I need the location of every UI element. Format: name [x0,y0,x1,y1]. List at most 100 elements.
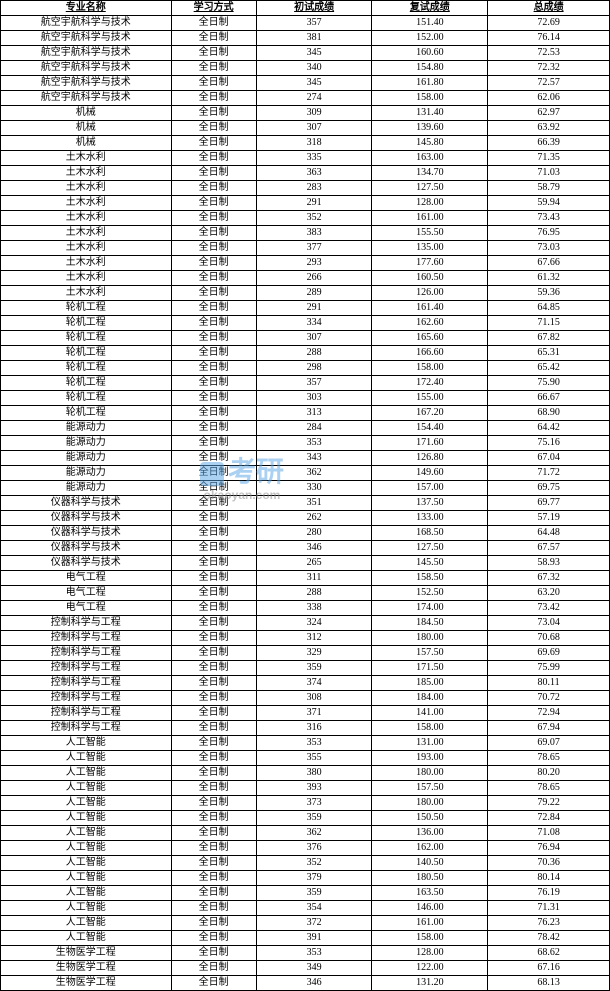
table-row: 航空宇航科学与技术全日制345161.8072.57 [1,76,610,91]
table-cell: 全日制 [171,586,256,601]
table-cell: 全日制 [171,916,256,931]
table-cell: 全日制 [171,196,256,211]
table-row: 能源动力全日制362149.6071.72 [1,466,610,481]
table-cell: 166.60 [372,346,488,361]
table-cell: 全日制 [171,91,256,106]
table-cell: 70.36 [488,856,610,871]
table-cell: 184.50 [372,616,488,631]
table-cell: 128.00 [372,196,488,211]
table-cell: 158.00 [372,721,488,736]
table-cell: 机械 [1,121,172,136]
table-cell: 全日制 [171,286,256,301]
table-row: 人工智能全日制359163.5076.19 [1,886,610,901]
table-cell: 全日制 [171,871,256,886]
table-cell: 轮机工程 [1,331,172,346]
table-cell: 全日制 [171,961,256,976]
table-cell: 全日制 [171,241,256,256]
table-cell: 174.00 [372,601,488,616]
col-header-major: 专业名称 [1,1,172,16]
table-cell: 58.79 [488,181,610,196]
table-cell: 全日制 [171,661,256,676]
table-row: 轮机工程全日制291161.4064.85 [1,301,610,316]
table-cell: 346 [256,976,372,991]
table-cell: 379 [256,871,372,886]
table-cell: 电气工程 [1,586,172,601]
col-header-total: 总成绩 [488,1,610,16]
table-row: 人工智能全日制393157.5078.65 [1,781,610,796]
table-row: 人工智能全日制373180.0079.22 [1,796,610,811]
table-cell: 288 [256,346,372,361]
table-row: 轮机工程全日制357172.4075.90 [1,376,610,391]
table-cell: 66.67 [488,391,610,406]
table-cell: 全日制 [171,61,256,76]
table-cell: 157.50 [372,646,488,661]
table-row: 人工智能全日制359150.5072.84 [1,811,610,826]
table-cell: 363 [256,166,372,181]
table-row: 电气工程全日制338174.0073.42 [1,601,610,616]
table-cell: 全日制 [171,451,256,466]
table-cell: 172.40 [372,376,488,391]
table-row: 控制科学与工程全日制308184.0070.72 [1,691,610,706]
table-cell: 357 [256,376,372,391]
table-row: 能源动力全日制343126.8067.04 [1,451,610,466]
table-cell: 人工智能 [1,871,172,886]
table-cell: 161.00 [372,211,488,226]
table-cell: 353 [256,946,372,961]
table-cell: 329 [256,646,372,661]
table-cell: 全日制 [171,676,256,691]
table-cell: 391 [256,931,372,946]
table-cell: 控制科学与工程 [1,631,172,646]
table-cell: 171.50 [372,661,488,676]
table-cell: 57.19 [488,511,610,526]
table-cell: 78.42 [488,931,610,946]
table-cell: 全日制 [171,136,256,151]
table-cell: 人工智能 [1,901,172,916]
table-row: 控制科学与工程全日制371141.0072.94 [1,706,610,721]
table-cell: 165.60 [372,331,488,346]
table-cell: 仪器科学与技术 [1,496,172,511]
table-row: 人工智能全日制353131.0069.07 [1,736,610,751]
table-cell: 控制科学与工程 [1,661,172,676]
table-cell: 141.00 [372,706,488,721]
table-row: 仪器科学与技术全日制346127.5067.57 [1,541,610,556]
table-cell: 334 [256,316,372,331]
table-cell: 372 [256,916,372,931]
table-row: 控制科学与工程全日制324184.5073.04 [1,616,610,631]
table-cell: 控制科学与工程 [1,706,172,721]
table-row: 轮机工程全日制303155.0066.67 [1,391,610,406]
table-cell: 168.50 [372,526,488,541]
table-cell: 机械 [1,106,172,121]
table-cell: 374 [256,676,372,691]
table-cell: 全日制 [171,151,256,166]
table-cell: 70.68 [488,631,610,646]
table-row: 控制科学与工程全日制374185.0080.11 [1,676,610,691]
table-cell: 71.31 [488,901,610,916]
table-cell: 351 [256,496,372,511]
table-cell: 控制科学与工程 [1,676,172,691]
table-row: 轮机工程全日制307165.6067.82 [1,331,610,346]
table-row: 仪器科学与技术全日制351137.5069.77 [1,496,610,511]
table-cell: 人工智能 [1,916,172,931]
table-cell: 73.03 [488,241,610,256]
table-cell: 全日制 [171,211,256,226]
table-cell: 152.00 [372,31,488,46]
table-cell: 355 [256,751,372,766]
table-cell: 全日制 [171,736,256,751]
table-cell: 全日制 [171,391,256,406]
table-cell: 79.22 [488,796,610,811]
table-cell: 80.14 [488,871,610,886]
table-cell: 362 [256,466,372,481]
table-row: 控制科学与工程全日制316158.0067.94 [1,721,610,736]
table-row: 土木水利全日制283127.5058.79 [1,181,610,196]
table-cell: 145.80 [372,136,488,151]
table-cell: 122.00 [372,961,488,976]
table-cell: 全日制 [171,571,256,586]
table-row: 土木水利全日制383155.5076.95 [1,226,610,241]
table-cell: 139.60 [372,121,488,136]
table-cell: 311 [256,571,372,586]
table-cell: 能源动力 [1,481,172,496]
table-cell: 能源动力 [1,451,172,466]
table-row: 航空宇航科学与技术全日制274158.0062.06 [1,91,610,106]
table-cell: 能源动力 [1,466,172,481]
table-cell: 318 [256,136,372,151]
